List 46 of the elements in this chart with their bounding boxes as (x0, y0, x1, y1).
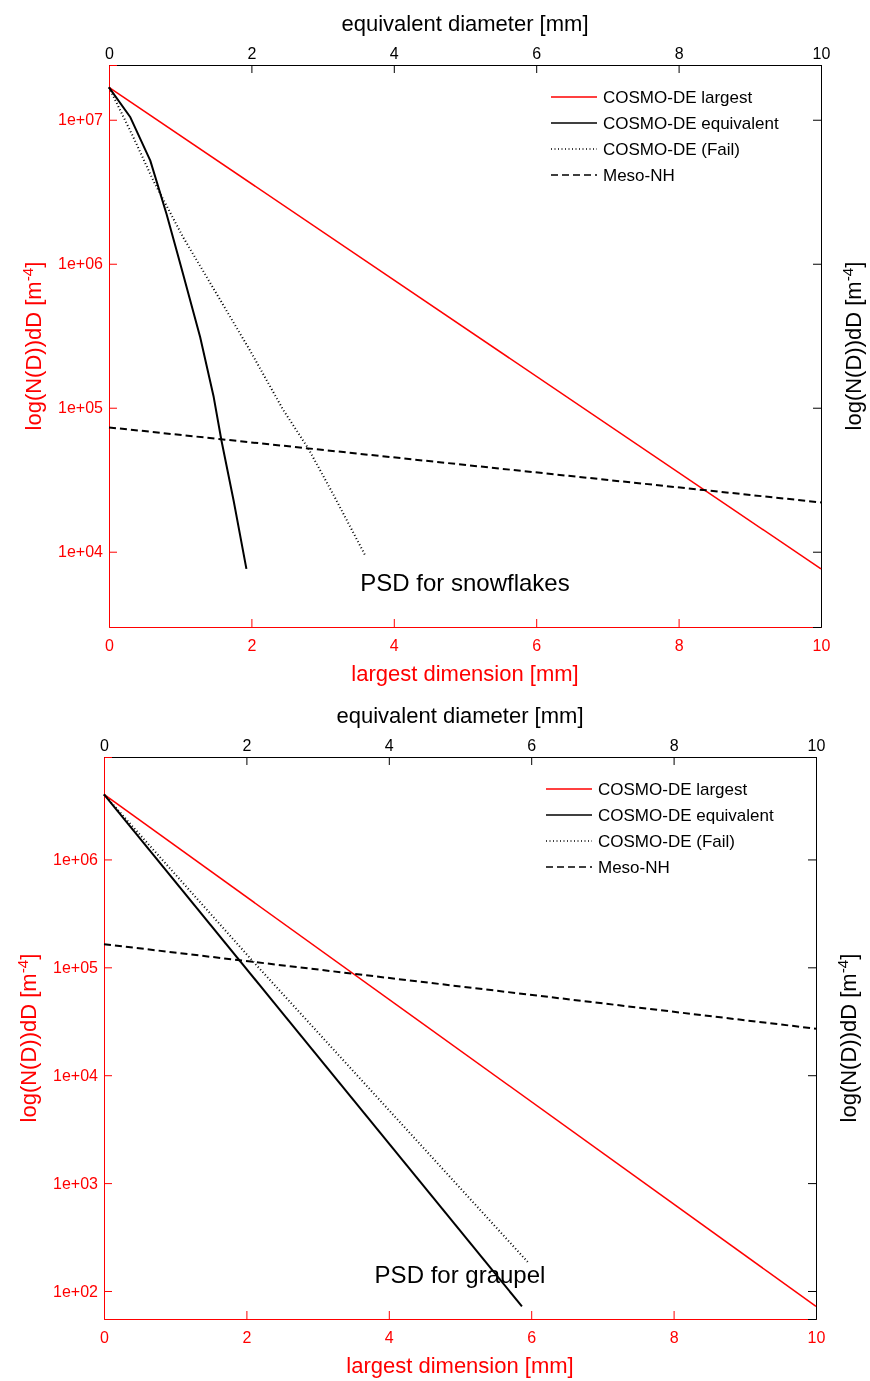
x2-tick-label: 2 (247, 636, 257, 654)
x-tick-label: 6 (527, 737, 537, 754)
x2-tick-label: 0 (105, 636, 115, 654)
x-tick-label: 2 (242, 737, 252, 754)
x2-tick-label: 8 (669, 1328, 679, 1346)
x2-tick-label: 0 (100, 1328, 110, 1346)
x2-axis-title: equivalent diameter [mm] (336, 703, 584, 728)
y-tick-label: 1e+04 (53, 1066, 99, 1084)
legend-label: COSMO-DE largest (598, 780, 748, 799)
x2-tick-label: 8 (674, 636, 684, 654)
x-tick-label: 6 (532, 45, 542, 62)
x-tick-label: 4 (384, 737, 394, 754)
legend-label: COSMO-DE (Fail) (603, 140, 740, 159)
x-tick-label: 4 (389, 45, 399, 62)
x2-tick-label: 10 (812, 636, 831, 654)
legend-label: COSMO-DE largest (603, 88, 753, 107)
x2-tick-label: 4 (384, 1328, 394, 1346)
x-axis-title: largest dimension [mm] (346, 1353, 574, 1378)
legend-label: COSMO-DE equivalent (598, 806, 774, 825)
y-tick-label: 1e+04 (58, 543, 104, 561)
y-tick-label: 1e+03 (53, 1174, 99, 1192)
annotation: PSD for snowflakes (360, 569, 570, 596)
y-tick-label: 1e+06 (53, 851, 99, 869)
x-axis-title: largest dimension [mm] (351, 661, 579, 686)
x2-tick-label: 2 (242, 1328, 252, 1346)
x2-tick-label: 10 (807, 1328, 826, 1346)
x2-tick-label: 6 (527, 1328, 537, 1346)
y-tick-label: 1e+06 (58, 255, 104, 273)
x-tick-label: 8 (674, 45, 684, 62)
y-tick-label: 1e+07 (58, 111, 104, 129)
x-tick-label: 2 (247, 45, 257, 62)
x2-tick-label: 4 (389, 636, 399, 654)
x-tick-label: 10 (812, 45, 831, 62)
x-tick-label: 10 (807, 737, 826, 754)
legend-label: COSMO-DE equivalent (603, 114, 779, 133)
x2-axis-title: equivalent diameter [mm] (341, 11, 589, 36)
legend-label: Meso-NH (603, 166, 675, 185)
x-tick-label: 0 (100, 737, 110, 754)
legend-label: Meso-NH (598, 858, 670, 877)
y-tick-label: 1e+05 (53, 958, 99, 976)
y-tick-label: 1e+05 (58, 399, 104, 417)
legend-label: COSMO-DE (Fail) (598, 832, 735, 851)
x-tick-label: 0 (105, 45, 115, 62)
x2-tick-label: 6 (532, 636, 542, 654)
x-tick-label: 8 (669, 737, 679, 754)
y-tick-label: 1e+02 (53, 1282, 99, 1300)
